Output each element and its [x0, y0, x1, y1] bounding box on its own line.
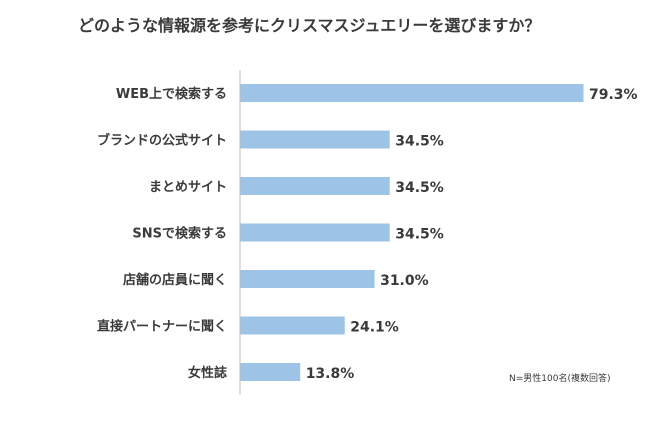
data-label: 24.1% [350, 320, 399, 336]
category-label: WEB上で検索する [116, 86, 227, 102]
bar [240, 130, 390, 149]
sample-note: N=男性100名(複数回答) [509, 372, 610, 384]
category-label: まとめサイト [149, 180, 227, 195]
bar [240, 84, 584, 102]
bar [240, 270, 375, 288]
data-label: 34.5% [395, 180, 444, 196]
data-label: 34.5% [395, 134, 444, 150]
data-label: 13.8% [306, 366, 355, 382]
category-label: SNSで検索する [132, 226, 227, 242]
data-label: 31.0% [380, 273, 429, 289]
category-label: 直接パートナーに聞く [97, 319, 227, 335]
category-label: ブランドの公式サイト [97, 133, 227, 149]
chart-title: どのような情報源を参考にクリスマスジュエリーを選びますか？ [78, 16, 540, 35]
bar [240, 316, 345, 335]
data-label: 34.5% [395, 227, 444, 243]
data-label: 79.3% [589, 87, 638, 103]
bar [240, 363, 301, 381]
category-label: 店舗の店員に聞く [123, 272, 227, 288]
category-label: 女性誌 [188, 365, 227, 381]
bars: WEB上で検索する 79.3% ブランドの公式サイト 34.5% まとめサイト 34.5%… [97, 84, 638, 382]
bar [240, 177, 390, 195]
bar [240, 223, 390, 242]
